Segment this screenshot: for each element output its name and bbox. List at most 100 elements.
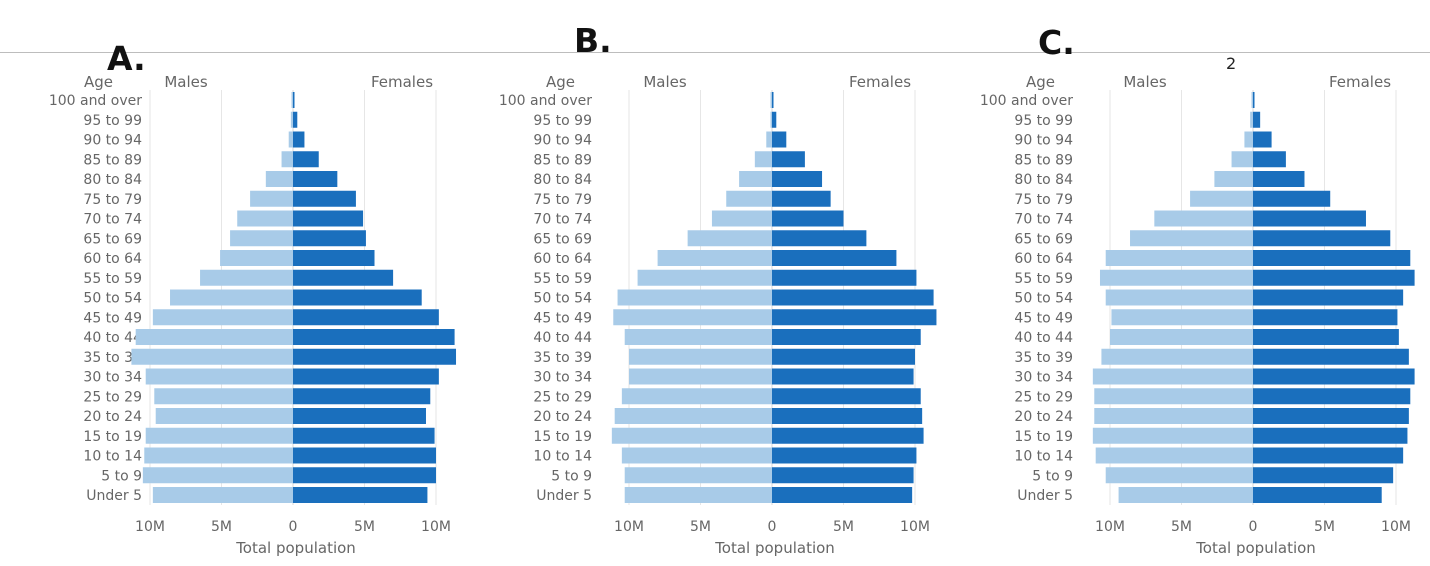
bar-right: [293, 348, 457, 365]
bar-left: [145, 368, 293, 385]
bar-left: [770, 111, 772, 128]
age-tick-label: 55 to 59: [1014, 271, 1073, 287]
bar-left: [624, 487, 772, 503]
bar-left: [770, 92, 772, 108]
bar-left: [135, 329, 293, 345]
pyramid-panel-2: Age Males Females 100 and over 95 to 99 90 to…: [499, 73, 937, 557]
age-tick-label: 45 to 49: [533, 310, 592, 326]
bar-left: [1095, 447, 1253, 464]
bar-right: [772, 348, 915, 365]
age-tick-label: 55 to 59: [533, 271, 592, 287]
bar-right: [1253, 250, 1411, 266]
x-tick-label: 5M: [690, 519, 711, 535]
x-tick-label: 10M: [135, 519, 165, 535]
age-tick-label: 90 to 94: [533, 133, 592, 149]
bar-right: [1253, 190, 1331, 207]
bar-left: [687, 230, 772, 247]
x-tick-label: 0: [289, 519, 298, 535]
bar-right: [293, 289, 422, 306]
age-tick-label: 45 to 49: [83, 310, 142, 326]
age-tick-label: 95 to 99: [1014, 113, 1073, 129]
bar-right: [772, 388, 921, 405]
bar-left: [1154, 210, 1253, 227]
age-tick-label: Under 5: [536, 488, 592, 504]
age-tick-label: 75 to 79: [83, 192, 142, 208]
bar-left: [621, 447, 772, 464]
age-tick-label: 100 and over: [499, 93, 592, 109]
bar-left: [1214, 171, 1253, 187]
age-tick-label: Under 5: [1017, 488, 1073, 504]
age-tick-label: 65 to 69: [83, 231, 142, 247]
bar-right: [1253, 230, 1391, 247]
bar-left: [1094, 388, 1253, 405]
bar-right: [772, 190, 831, 207]
bar-left: [637, 269, 772, 286]
age-tick-label: 60 to 64: [1014, 251, 1073, 267]
age-tick-label: 55 to 59: [83, 271, 142, 287]
bar-left: [711, 210, 772, 227]
bar-left: [611, 427, 772, 444]
bar-left: [170, 289, 293, 306]
age-tick-label: 100 and over: [980, 93, 1073, 109]
pyramid-panel-3: Age Males Females 100 and over 95 to 99 90 to…: [980, 73, 1415, 557]
bar-left: [1231, 151, 1253, 168]
bar-right: [772, 487, 913, 503]
age-tick-label: 20 to 24: [1014, 409, 1073, 425]
age-tick-label: 20 to 24: [533, 409, 592, 425]
panel-letter-c: C.: [1038, 23, 1075, 62]
age-tick-label: 10 to 14: [1014, 449, 1073, 465]
bar-left: [154, 388, 293, 405]
bar-right: [1253, 329, 1399, 345]
age-axis-title: Age: [84, 73, 113, 91]
bar-left: [142, 467, 293, 484]
males-label: Males: [164, 73, 208, 91]
bar-right: [1253, 92, 1255, 108]
bar-right: [1253, 408, 1409, 424]
bar-left: [200, 269, 293, 286]
x-tick-label: 5M: [211, 519, 232, 535]
age-tick-label: 95 to 99: [533, 113, 592, 129]
bar-left: [230, 230, 293, 247]
bar-right: [293, 131, 305, 148]
bar-left: [1101, 348, 1253, 365]
x-axis-title: Total population: [235, 539, 356, 557]
age-tick-label: 65 to 69: [1014, 231, 1073, 247]
age-tick-label: 30 to 34: [83, 370, 142, 386]
bar-right: [293, 269, 394, 286]
bar-left: [1105, 467, 1253, 484]
bar-left: [265, 171, 293, 187]
bar-right: [1253, 447, 1404, 464]
age-tick-label: 10 to 14: [533, 449, 592, 465]
x-tick-label: 5M: [1171, 519, 1192, 535]
age-tick-label: Under 5: [86, 488, 142, 504]
x-tick-label: 5M: [1314, 519, 1335, 535]
bar-right: [1253, 388, 1411, 405]
age-tick-label: 80 to 84: [1014, 172, 1073, 188]
age-tick-label: 60 to 64: [83, 251, 142, 267]
age-tick-label: 35 to 39: [1014, 350, 1073, 366]
bar-left: [1110, 329, 1253, 345]
bar-left: [290, 111, 293, 128]
age-tick-label: 50 to 54: [533, 291, 592, 307]
bar-right: [293, 92, 295, 108]
bar-left: [1094, 408, 1253, 424]
age-tick-label: 25 to 29: [1014, 389, 1073, 405]
bar-right: [293, 230, 366, 247]
bar-right: [1253, 368, 1415, 385]
x-tick-label: 0: [768, 519, 777, 535]
age-tick-label: 10 to 14: [83, 449, 142, 465]
bar-left: [739, 171, 772, 187]
bar-right: [1253, 348, 1409, 365]
females-label: Females: [371, 73, 433, 91]
bar-right: [1253, 467, 1394, 484]
age-tick-label: 40 to 44: [83, 330, 142, 346]
bar-left: [1092, 427, 1253, 444]
bar-right: [1253, 427, 1408, 444]
bar-left: [145, 427, 293, 444]
bar-left: [1251, 92, 1253, 108]
age-tick-label: 70 to 74: [533, 212, 592, 228]
age-tick-label: 30 to 34: [533, 370, 592, 386]
bar-left: [1130, 230, 1253, 247]
age-tick-label: 65 to 69: [533, 231, 592, 247]
age-axis-title: Age: [546, 73, 575, 91]
